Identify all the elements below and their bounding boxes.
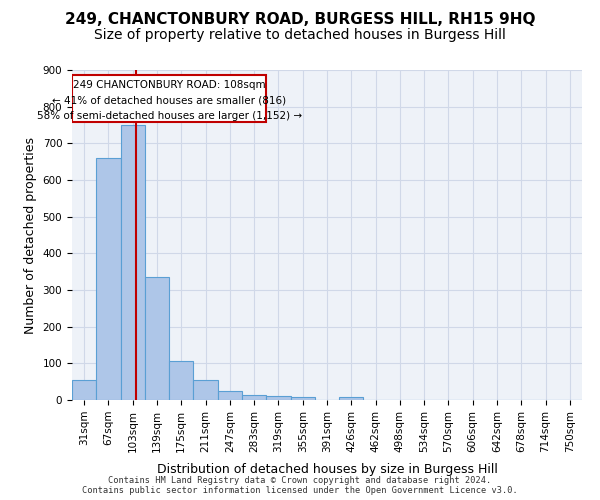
Bar xyxy=(121,125,145,400)
Y-axis label: Number of detached properties: Number of detached properties xyxy=(24,136,37,334)
Bar xyxy=(242,395,266,400)
X-axis label: Distribution of detached houses by size in Burgess Hill: Distribution of detached houses by size … xyxy=(157,463,497,476)
Text: Contains HM Land Registry data © Crown copyright and database right 2024.
Contai: Contains HM Land Registry data © Crown c… xyxy=(82,476,518,495)
Text: ← 41% of detached houses are smaller (816): ← 41% of detached houses are smaller (81… xyxy=(52,96,286,106)
Bar xyxy=(169,361,193,400)
Text: 249 CHANCTONBURY ROAD: 108sqm: 249 CHANCTONBURY ROAD: 108sqm xyxy=(73,80,265,90)
Bar xyxy=(218,391,242,400)
Bar xyxy=(72,380,96,400)
Bar xyxy=(290,397,315,400)
Bar xyxy=(193,380,218,400)
Bar xyxy=(145,277,169,400)
Bar xyxy=(339,396,364,400)
Text: Size of property relative to detached houses in Burgess Hill: Size of property relative to detached ho… xyxy=(94,28,506,42)
FancyBboxPatch shape xyxy=(72,76,266,122)
Bar xyxy=(266,396,290,400)
Text: 58% of semi-detached houses are larger (1,152) →: 58% of semi-detached houses are larger (… xyxy=(37,111,302,121)
Text: 249, CHANCTONBURY ROAD, BURGESS HILL, RH15 9HQ: 249, CHANCTONBURY ROAD, BURGESS HILL, RH… xyxy=(65,12,535,28)
Bar xyxy=(96,158,121,400)
